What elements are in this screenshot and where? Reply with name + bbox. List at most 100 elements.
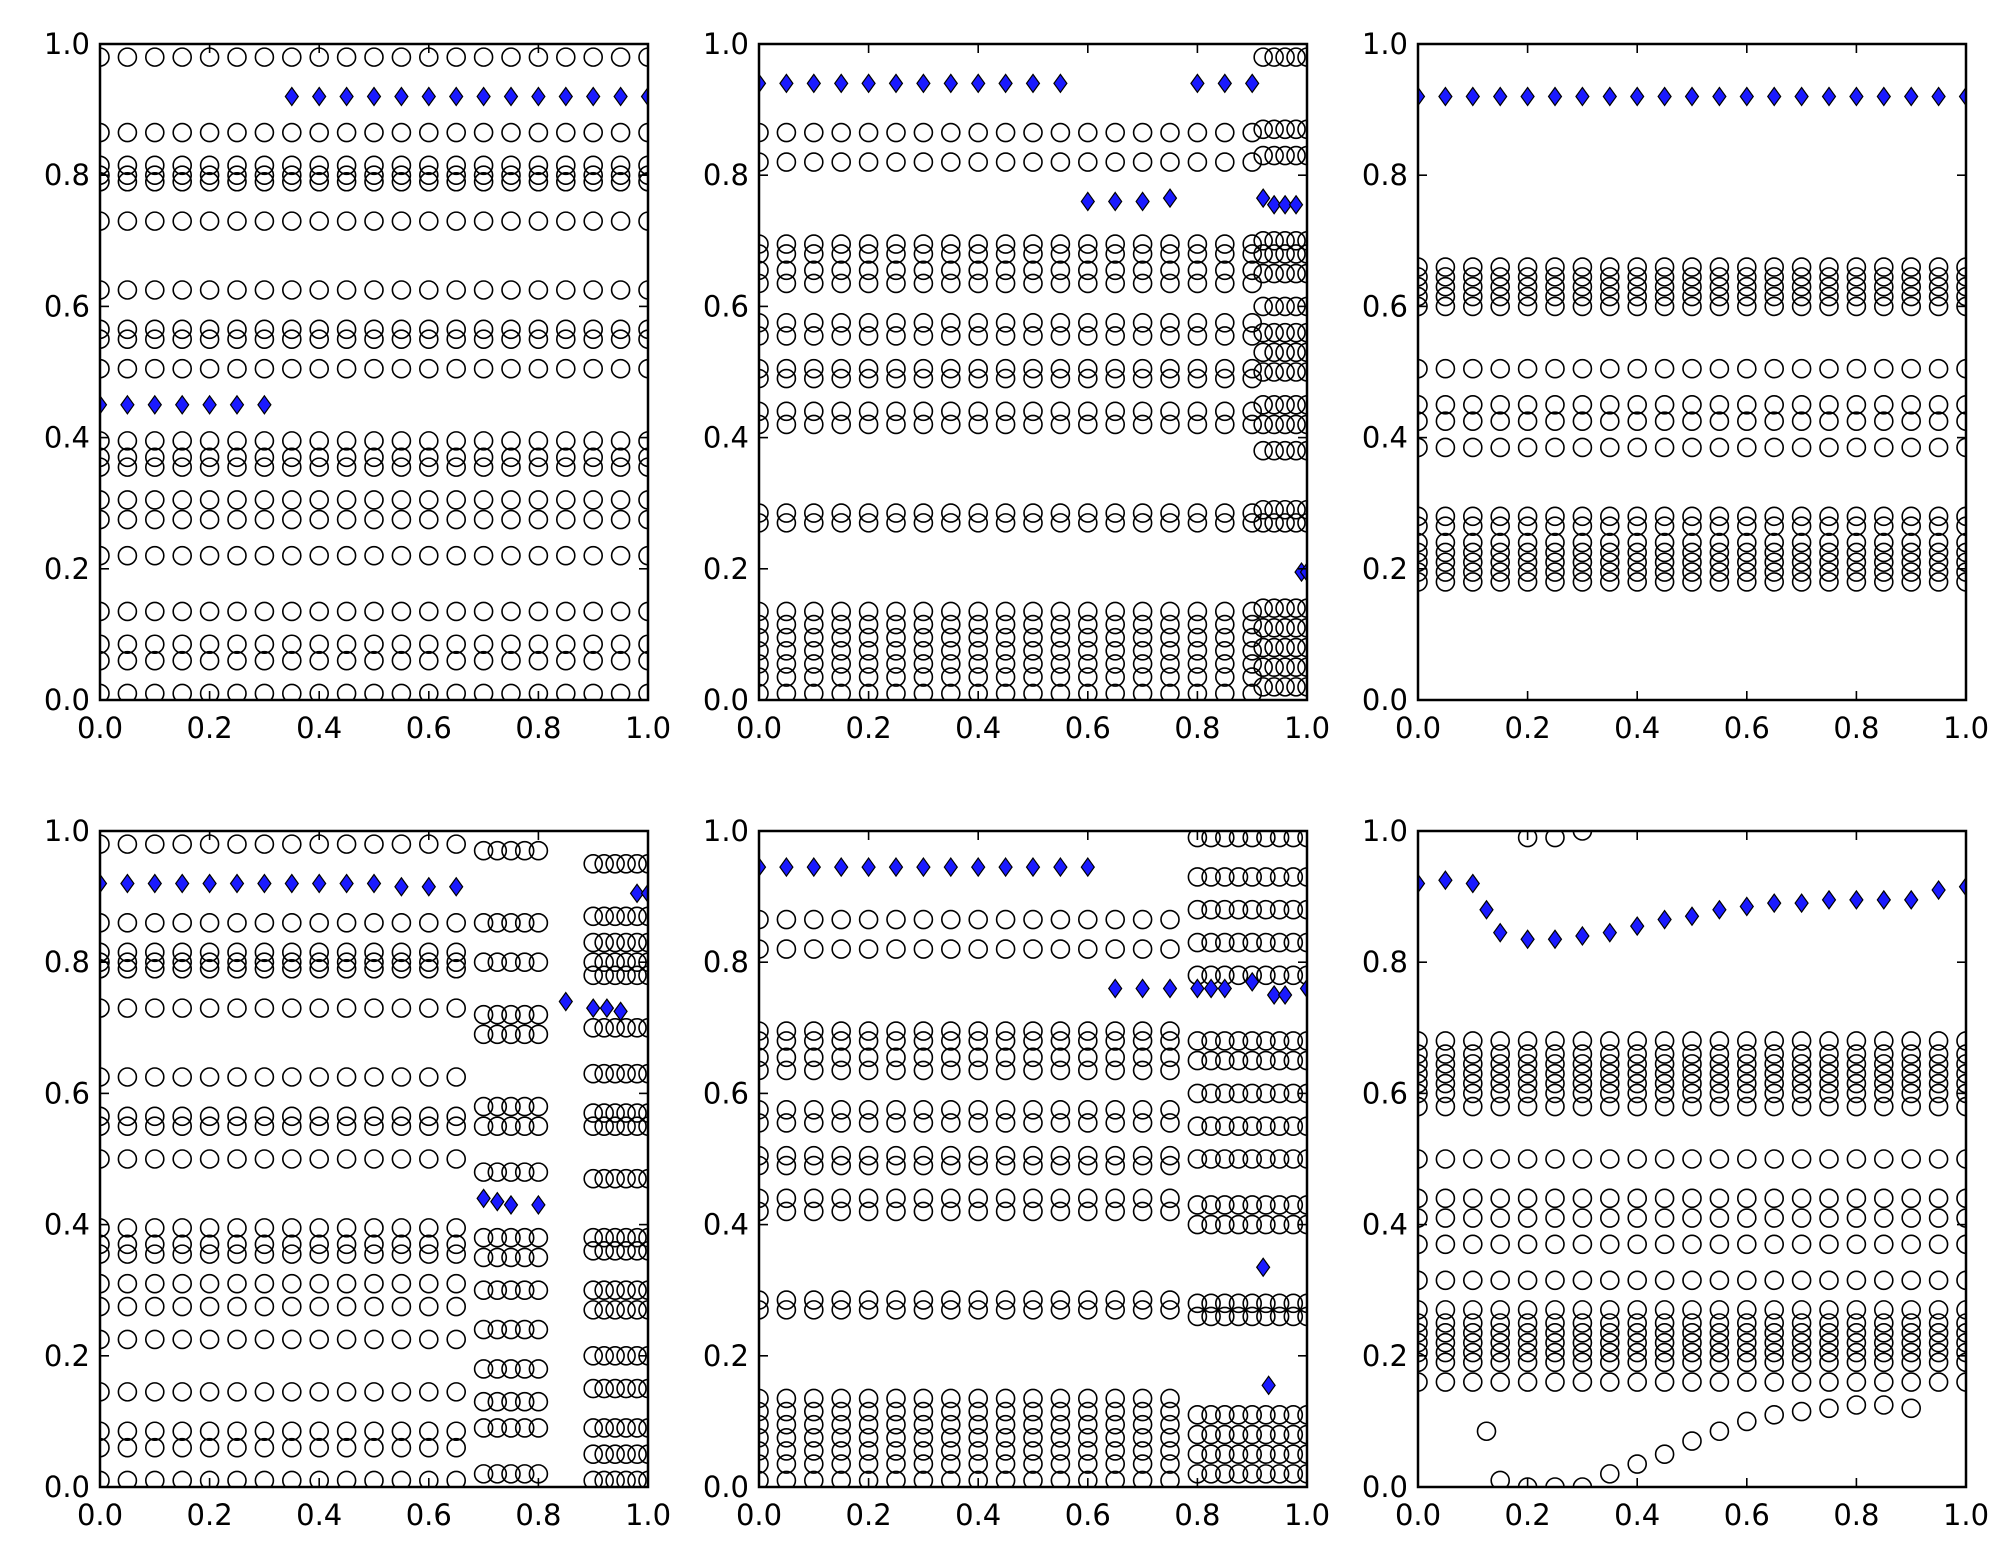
circle-point xyxy=(1545,257,1565,277)
circle-point xyxy=(627,1280,647,1300)
circle-point xyxy=(968,614,989,635)
circle-point xyxy=(1050,1031,1071,1051)
circle-point xyxy=(594,932,614,953)
circle-point xyxy=(528,171,549,192)
circle-point xyxy=(1928,1270,1949,1291)
circle-point xyxy=(1160,627,1180,648)
circle-point xyxy=(1545,1188,1565,1209)
circle-point xyxy=(803,401,824,422)
circle-point xyxy=(145,958,165,979)
circle-point xyxy=(940,244,961,264)
circle-point xyxy=(940,1047,961,1068)
circle-point xyxy=(1242,152,1262,172)
circle-point xyxy=(473,952,494,973)
circle-point xyxy=(995,627,1016,648)
circle-point xyxy=(1874,506,1894,527)
circle-point xyxy=(803,1201,824,1222)
circle-point xyxy=(759,683,769,700)
circle-point xyxy=(1256,932,1276,953)
circle-point xyxy=(1215,1195,1235,1215)
circle-point xyxy=(1187,867,1208,887)
circle-point xyxy=(968,1470,988,1487)
circle-point xyxy=(610,329,631,350)
circle-point xyxy=(514,1024,535,1045)
diamond-point xyxy=(585,998,601,1019)
circle-point xyxy=(1901,532,1921,553)
circle-point xyxy=(1956,1208,1966,1228)
circle-point xyxy=(473,329,494,350)
circle-point xyxy=(1874,1083,1894,1104)
y-tick-label: 0.2 xyxy=(1362,1339,1408,1373)
circle-point xyxy=(555,650,576,671)
diamond-point xyxy=(1266,984,1282,1006)
circle-point xyxy=(1050,667,1071,687)
circle-point xyxy=(1572,831,1593,841)
circle-point xyxy=(1283,1195,1304,1215)
circle-point xyxy=(858,401,879,422)
circle-point xyxy=(1791,1063,1812,1084)
circle-point xyxy=(1572,516,1593,536)
circle-point xyxy=(583,47,604,67)
circle-point xyxy=(1187,683,1208,700)
circle-point xyxy=(418,358,439,379)
circle-point xyxy=(281,1244,302,1264)
diamond-point xyxy=(339,86,354,107)
circle-point xyxy=(1874,1054,1894,1074)
circle-point xyxy=(1791,1044,1812,1064)
circle-point xyxy=(1764,411,1784,432)
circle-point xyxy=(940,260,961,281)
circle-point xyxy=(1215,401,1235,422)
y-tick-label: 0.6 xyxy=(1362,289,1408,323)
circle-point xyxy=(1819,542,1839,563)
circle-point xyxy=(1078,939,1098,959)
circle-point xyxy=(501,1359,521,1379)
circle-point xyxy=(1709,516,1730,536)
circle-point xyxy=(501,1004,521,1025)
circle-point xyxy=(391,490,412,510)
circle-point xyxy=(1297,231,1307,251)
circle-point xyxy=(528,1280,549,1300)
diamond-point xyxy=(970,73,986,94)
circle-point xyxy=(638,1280,648,1300)
circle-point xyxy=(473,490,494,510)
circle-point xyxy=(1545,296,1565,317)
circle-point xyxy=(1264,637,1284,658)
circle-point xyxy=(336,1106,357,1127)
circle-point xyxy=(501,47,521,67)
circle-point xyxy=(759,1060,769,1081)
circle-point xyxy=(1490,1342,1510,1363)
circle-point xyxy=(610,122,631,143)
circle-point xyxy=(281,358,302,379)
circle-point xyxy=(336,958,357,979)
circle-point xyxy=(1709,1332,1730,1353)
circle-point xyxy=(487,1247,508,1268)
circle-point xyxy=(1928,1044,1949,1064)
circle-point xyxy=(616,1300,636,1320)
circle-point xyxy=(627,1116,647,1136)
circle-point xyxy=(594,853,614,874)
circle-point xyxy=(1132,234,1153,254)
circle-point xyxy=(1764,1270,1784,1291)
circle-point xyxy=(281,545,302,566)
circle-point xyxy=(1709,358,1730,379)
circle-point xyxy=(1078,326,1098,346)
diamond-point xyxy=(1492,86,1508,107)
circle-point xyxy=(831,1300,852,1320)
circle-point xyxy=(1050,1470,1071,1487)
circle-point xyxy=(886,312,906,333)
circle-point xyxy=(1791,411,1812,432)
circle-point xyxy=(1709,1372,1730,1392)
circle-point xyxy=(616,1418,636,1438)
circle-point xyxy=(1682,358,1702,379)
diamond-point xyxy=(1629,916,1645,937)
circle-point xyxy=(1187,401,1208,422)
circle-point xyxy=(1418,1270,1428,1291)
circle-point xyxy=(1253,296,1273,317)
circle-point xyxy=(1215,513,1235,533)
circle-point xyxy=(227,942,247,963)
circle-point xyxy=(227,329,247,350)
circle-point xyxy=(1435,1073,1456,1094)
circle-point xyxy=(1928,1332,1949,1353)
circle-point xyxy=(1791,437,1812,458)
circle-point xyxy=(1132,1060,1153,1081)
